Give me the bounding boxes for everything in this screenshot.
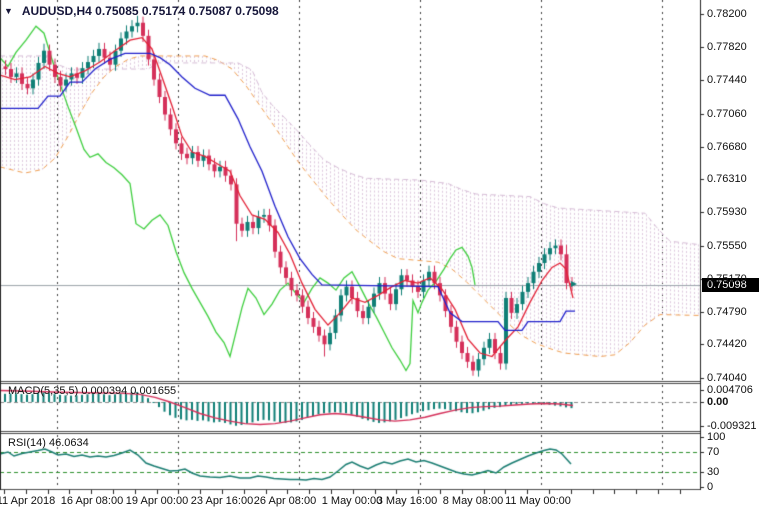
macd-axis-label: 0.004706	[707, 383, 753, 396]
price-axis-label: 0.76310	[707, 173, 747, 186]
macd-values: 0.000394 0.001655	[81, 385, 177, 397]
rsi-value: 46.0634	[48, 437, 89, 449]
symbol-dropdown-icon[interactable]: ▼	[4, 6, 13, 16]
rsi-axis-label: 70	[707, 446, 720, 458]
time-axis-label: 19 Apr 00:00	[125, 495, 189, 507]
time-axis-label: 16 Apr 08:00	[60, 495, 124, 507]
price-axis-label: 0.76680	[707, 140, 747, 153]
price-axis-label: 0.75170	[707, 272, 747, 285]
time-axis-label: 11 May 00:00	[505, 495, 571, 507]
rsi-axis-label: 100	[707, 431, 726, 443]
time-axis-label: 26 Apr 08:00	[253, 495, 317, 507]
rsi-indicator-label: RSI(14) 46.0634	[8, 438, 89, 449]
price-axis-label: 0.74790	[707, 305, 747, 318]
rsi-axis-label: 30	[707, 466, 720, 478]
time-axis-label: 3 May 16:00	[376, 495, 438, 507]
rsi-name: RSI(14)	[8, 437, 46, 449]
price-axis-label: 0.75550	[707, 239, 747, 252]
macd-name: MACD(5,35,5)	[8, 385, 79, 397]
symbol-period-label: AUDUSD,H4	[21, 4, 92, 18]
macd-indicator-label: MACD(5,35,5) 0.000394 0.001655	[8, 386, 176, 397]
time-axis-label: 8 May 08:00	[442, 495, 504, 507]
price-axis-label: 0.77820	[707, 41, 747, 54]
chart-title-bar: ▼ AUDUSD,H4 0.75085 0.75174 0.75087 0.75…	[4, 4, 279, 18]
ohlc-readout: 0.75085 0.75174 0.75087 0.75098	[95, 4, 279, 18]
price-axis-label: 0.75930	[707, 206, 747, 219]
price-axis-label: 0.78200	[707, 8, 747, 20]
price-axis-label: 0.77060	[707, 107, 747, 120]
bid-price-tag: 0.75098	[702, 278, 759, 293]
rsi-axis-label: 0	[707, 481, 714, 493]
price-axis-label: 0.74040	[707, 371, 747, 384]
time-axis-label: 1 May 00:00	[321, 495, 383, 507]
price-axis-label: 0.74420	[707, 338, 747, 351]
time-axis-label: 23 Apr 16:00	[190, 495, 254, 507]
macd-axis-label: 0.00	[707, 396, 729, 408]
time-axis-label: 11 Apr 2018	[0, 495, 56, 507]
macd-axis-label: -0.009321	[707, 419, 757, 432]
price-axis-label: 0.77440	[707, 74, 747, 87]
